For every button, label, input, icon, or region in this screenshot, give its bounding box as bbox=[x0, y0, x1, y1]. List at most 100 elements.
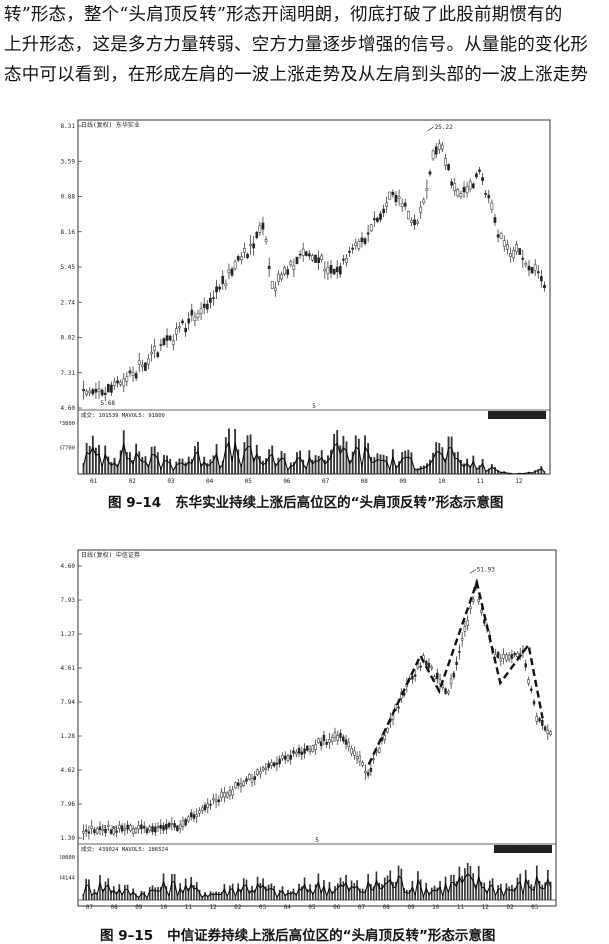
volume-ma-line bbox=[129, 458, 134, 465]
candle-body bbox=[311, 745, 315, 752]
candle-body bbox=[195, 814, 198, 817]
candle-body bbox=[499, 658, 503, 662]
volume-ma-line bbox=[138, 893, 142, 898]
candle-body bbox=[306, 745, 309, 751]
candle-body bbox=[101, 829, 104, 831]
candle-body bbox=[323, 268, 327, 272]
volume-ma-line bbox=[506, 887, 510, 891]
volume-ma-line bbox=[540, 468, 545, 473]
candle-body bbox=[91, 389, 95, 395]
candle-body bbox=[256, 769, 259, 775]
candle-body bbox=[386, 727, 389, 733]
volume-ma-line bbox=[395, 875, 400, 888]
candle-body bbox=[354, 242, 358, 247]
candle-body bbox=[431, 150, 435, 160]
candle-body bbox=[126, 824, 129, 830]
volume-ma-line bbox=[82, 884, 87, 896]
volume-ma-line bbox=[351, 885, 355, 889]
volume-ma-line bbox=[223, 888, 228, 897]
candle-body bbox=[193, 316, 197, 322]
candle-body bbox=[252, 243, 256, 249]
candle-body bbox=[286, 269, 290, 275]
volume-ma-line bbox=[221, 888, 225, 895]
candle-body bbox=[465, 186, 469, 194]
candle-body bbox=[394, 704, 398, 711]
candle-body bbox=[104, 828, 107, 834]
candle-body bbox=[134, 828, 138, 833]
volume-ma-line bbox=[197, 451, 202, 467]
candle-body bbox=[348, 250, 351, 253]
volume-indicator-label: 指标设置 bbox=[506, 412, 529, 420]
figure-9-14-caption: 图 9–14 东华实业持续上涨后高位区的“头肩顶反转”形态示意图 bbox=[108, 491, 503, 511]
volume-ma-line bbox=[497, 470, 502, 473]
volume-ma-line bbox=[375, 879, 380, 889]
volume-ma-line bbox=[422, 887, 427, 897]
candle-body bbox=[377, 747, 381, 753]
candle-body bbox=[215, 286, 218, 293]
candle-body bbox=[159, 344, 163, 346]
candle-body bbox=[242, 781, 245, 786]
candle-body bbox=[311, 255, 314, 261]
candle-body bbox=[335, 266, 339, 273]
candle-body bbox=[245, 778, 248, 782]
candle-body bbox=[201, 807, 204, 812]
volume-ma-line bbox=[254, 883, 259, 893]
candle-body bbox=[379, 213, 382, 220]
volume-ma-line bbox=[265, 456, 270, 464]
volume-ma-line bbox=[478, 876, 482, 888]
candle-body bbox=[283, 267, 286, 275]
candle-body bbox=[119, 381, 122, 385]
volume-ma-line bbox=[98, 453, 103, 467]
candle-body bbox=[456, 189, 460, 197]
candle-body bbox=[178, 824, 182, 829]
x-axis-label: 02 bbox=[129, 478, 137, 485]
candle-body bbox=[319, 741, 323, 747]
candle-body bbox=[391, 191, 395, 196]
candle-body bbox=[407, 210, 410, 220]
volume-ma-line bbox=[355, 446, 360, 450]
volume-ma-line bbox=[537, 468, 542, 472]
price-tick-label: 23.59 bbox=[60, 158, 75, 165]
x-axis-label: 09 bbox=[399, 478, 407, 485]
volume-ma-line bbox=[194, 451, 199, 455]
volume-ma-line bbox=[123, 443, 128, 459]
volume-ma-line bbox=[225, 441, 230, 449]
peak-price-label: 51.93 bbox=[477, 566, 495, 573]
chart-header: 日线(复权) 中信证券 bbox=[81, 551, 140, 559]
candle-body bbox=[505, 654, 508, 661]
candle-body bbox=[181, 320, 184, 324]
volume-ma-line bbox=[333, 442, 338, 447]
candle-body bbox=[113, 381, 116, 386]
volume-indicator-button bbox=[494, 845, 552, 853]
x-axis-label: 04 bbox=[284, 904, 292, 911]
candle-body bbox=[397, 706, 400, 709]
candle-body bbox=[304, 251, 308, 256]
candle-body bbox=[281, 754, 284, 759]
candle-body bbox=[236, 782, 240, 786]
volume-ma-line bbox=[86, 451, 91, 455]
candle-body bbox=[189, 812, 193, 818]
volume-ma-line bbox=[172, 464, 177, 471]
volume-ma-line bbox=[149, 889, 153, 892]
volume-indicator-label: 成交量 bbox=[515, 846, 532, 854]
candle-body bbox=[527, 679, 530, 684]
x-axis-label: 09 bbox=[135, 904, 143, 911]
volume-ma-line bbox=[259, 461, 264, 466]
candle-body bbox=[223, 792, 226, 798]
volume-ma-line bbox=[143, 893, 148, 899]
candle-body bbox=[300, 751, 304, 755]
x-axis-label: 10 bbox=[160, 904, 168, 911]
candle-body bbox=[230, 268, 234, 276]
volume-ma-line bbox=[410, 458, 416, 470]
volume-ma-line bbox=[494, 468, 499, 472]
volume-ma-line bbox=[105, 884, 109, 888]
candle-body bbox=[184, 327, 187, 333]
volume-ma-line bbox=[102, 886, 106, 893]
volume-ma-line bbox=[533, 875, 538, 891]
volume-ma-line bbox=[479, 463, 483, 469]
volume-ma-line bbox=[92, 447, 97, 456]
volume-ma-line bbox=[519, 881, 524, 895]
candle-body bbox=[360, 237, 364, 243]
candle-body bbox=[328, 739, 331, 743]
candle-body bbox=[248, 774, 251, 780]
